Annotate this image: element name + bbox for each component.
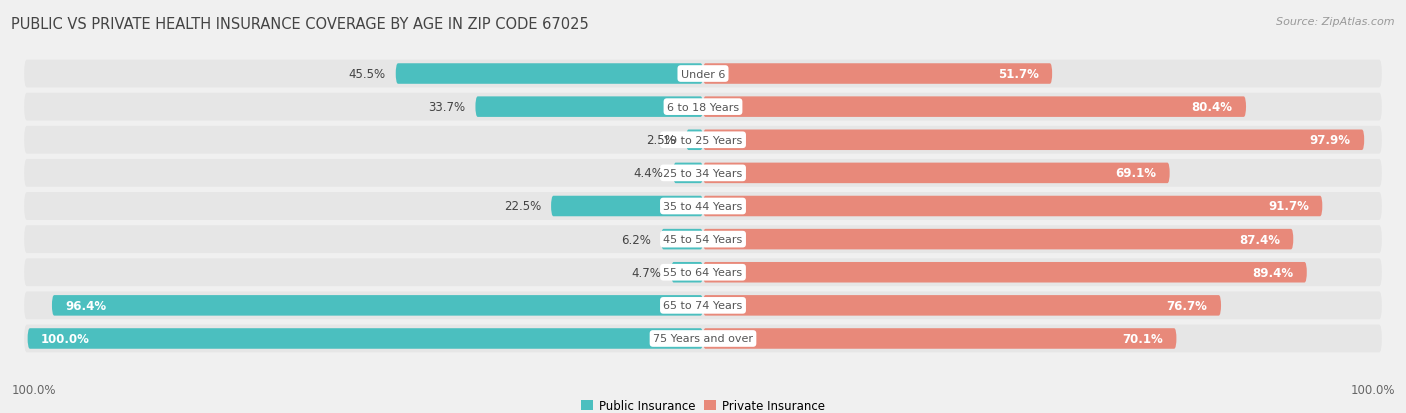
Legend: Public Insurance, Private Insurance: Public Insurance, Private Insurance xyxy=(578,396,828,413)
FancyBboxPatch shape xyxy=(475,97,703,118)
FancyBboxPatch shape xyxy=(703,328,1177,349)
Text: 45.5%: 45.5% xyxy=(349,68,385,81)
FancyBboxPatch shape xyxy=(703,196,1323,217)
FancyBboxPatch shape xyxy=(24,292,1382,320)
Text: 100.0%: 100.0% xyxy=(1350,384,1395,396)
Text: 51.7%: 51.7% xyxy=(998,68,1039,81)
Text: 55 to 64 Years: 55 to 64 Years xyxy=(664,268,742,278)
Text: 87.4%: 87.4% xyxy=(1239,233,1279,246)
Text: 100.0%: 100.0% xyxy=(11,384,56,396)
FancyBboxPatch shape xyxy=(24,325,1382,353)
FancyBboxPatch shape xyxy=(703,130,1364,151)
Text: 69.1%: 69.1% xyxy=(1115,167,1156,180)
Text: 76.7%: 76.7% xyxy=(1167,299,1208,312)
Text: 96.4%: 96.4% xyxy=(66,299,107,312)
FancyBboxPatch shape xyxy=(395,64,703,85)
Text: 2.5%: 2.5% xyxy=(647,134,676,147)
FancyBboxPatch shape xyxy=(24,159,1382,188)
Text: PUBLIC VS PRIVATE HEALTH INSURANCE COVERAGE BY AGE IN ZIP CODE 67025: PUBLIC VS PRIVATE HEALTH INSURANCE COVER… xyxy=(11,17,589,31)
FancyBboxPatch shape xyxy=(703,229,1294,250)
Text: 6.2%: 6.2% xyxy=(621,233,651,246)
FancyBboxPatch shape xyxy=(24,225,1382,254)
FancyBboxPatch shape xyxy=(28,328,703,349)
FancyBboxPatch shape xyxy=(673,163,703,184)
Text: 19 to 25 Years: 19 to 25 Years xyxy=(664,135,742,145)
FancyBboxPatch shape xyxy=(24,93,1382,121)
Text: 35 to 44 Years: 35 to 44 Years xyxy=(664,202,742,211)
FancyBboxPatch shape xyxy=(703,97,1246,118)
Text: 4.7%: 4.7% xyxy=(631,266,661,279)
FancyBboxPatch shape xyxy=(24,192,1382,221)
FancyBboxPatch shape xyxy=(703,295,1220,316)
Text: 91.7%: 91.7% xyxy=(1268,200,1309,213)
FancyBboxPatch shape xyxy=(703,64,1052,85)
Text: 6 to 18 Years: 6 to 18 Years xyxy=(666,102,740,112)
FancyBboxPatch shape xyxy=(703,163,1170,184)
FancyBboxPatch shape xyxy=(24,60,1382,88)
Text: 97.9%: 97.9% xyxy=(1310,134,1351,147)
Text: 25 to 34 Years: 25 to 34 Years xyxy=(664,169,742,178)
Text: 22.5%: 22.5% xyxy=(503,200,541,213)
Text: 4.4%: 4.4% xyxy=(633,167,664,180)
FancyBboxPatch shape xyxy=(24,126,1382,154)
FancyBboxPatch shape xyxy=(52,295,703,316)
Text: Under 6: Under 6 xyxy=(681,69,725,79)
FancyBboxPatch shape xyxy=(24,259,1382,287)
Text: 89.4%: 89.4% xyxy=(1253,266,1294,279)
Text: Source: ZipAtlas.com: Source: ZipAtlas.com xyxy=(1277,17,1395,26)
Text: 65 to 74 Years: 65 to 74 Years xyxy=(664,301,742,311)
Text: 100.0%: 100.0% xyxy=(41,332,90,345)
Text: 45 to 54 Years: 45 to 54 Years xyxy=(664,235,742,244)
Text: 80.4%: 80.4% xyxy=(1191,101,1233,114)
FancyBboxPatch shape xyxy=(671,262,703,283)
Text: 33.7%: 33.7% xyxy=(427,101,465,114)
Text: 70.1%: 70.1% xyxy=(1122,332,1163,345)
FancyBboxPatch shape xyxy=(686,130,703,151)
FancyBboxPatch shape xyxy=(703,262,1306,283)
Text: 75 Years and over: 75 Years and over xyxy=(652,334,754,344)
FancyBboxPatch shape xyxy=(551,196,703,217)
FancyBboxPatch shape xyxy=(661,229,703,250)
